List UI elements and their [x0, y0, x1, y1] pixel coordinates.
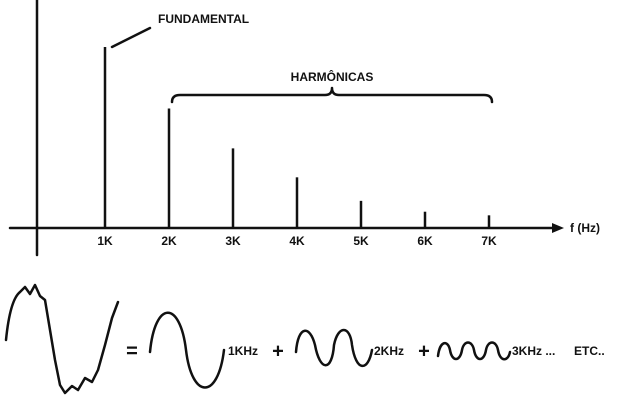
x-tick-label: 2K — [161, 234, 177, 248]
term-label: 1KHz — [228, 344, 258, 358]
sine-2k — [294, 328, 374, 368]
x-tick-label: 7K — [481, 234, 497, 248]
operator: = — [126, 340, 138, 362]
complex-wave — [4, 283, 120, 395]
annotation: FUNDAMENTAL — [158, 12, 249, 26]
axis-arrow — [552, 223, 564, 233]
x-tick-label: 1K — [97, 234, 113, 248]
x-tick-label: 3K — [225, 234, 241, 248]
operator: + — [418, 340, 430, 362]
etc-label: ETC.. — [574, 344, 605, 358]
x-axis-label: f (Hz) — [570, 221, 600, 235]
sine-1k — [148, 311, 226, 389]
sine-3k — [436, 341, 512, 361]
bracket — [170, 86, 494, 104]
operator: + — [272, 340, 284, 362]
leader-line — [110, 26, 152, 49]
x-tick-label: 4K — [289, 234, 305, 248]
annotation: HARMÔNICAS — [291, 69, 374, 84]
term-label: 2KHz — [374, 344, 404, 358]
term-label: 3KHz ... — [512, 344, 555, 358]
x-tick-label: 5K — [353, 234, 369, 248]
x-tick-label: 6K — [417, 234, 433, 248]
